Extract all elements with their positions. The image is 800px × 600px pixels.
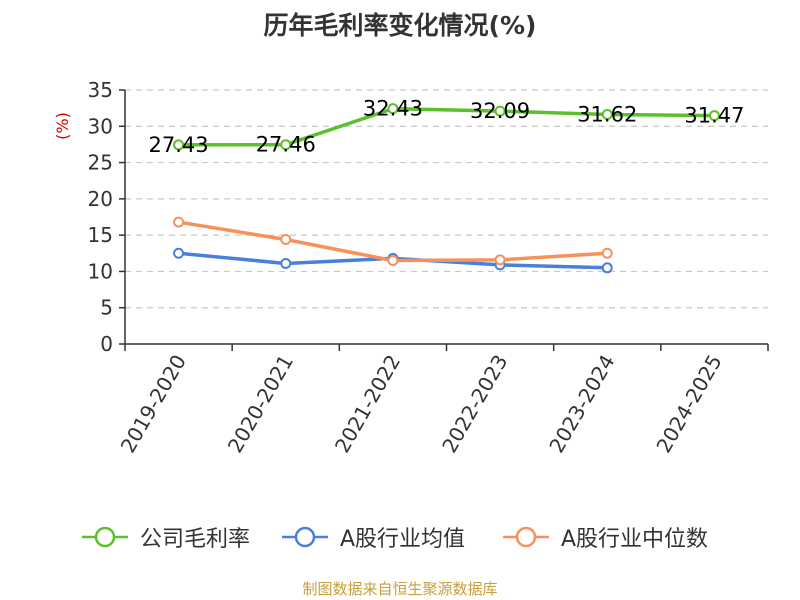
data-point-0-2 (387, 103, 399, 115)
data-point-0-4 (601, 109, 613, 121)
x-tick-label-2020-2021: 2020-2021 (223, 351, 298, 457)
data-label-0-3: 32.09 (470, 99, 530, 123)
y-tick-label-5: 5 (100, 296, 113, 320)
y-axis-label: (%) (53, 112, 72, 140)
data-label-0-0: 27.43 (149, 133, 209, 157)
data-point-0-3 (494, 105, 506, 117)
data-label-0-1: 27.46 (256, 133, 316, 157)
data-point-1-4 (601, 262, 613, 274)
chart-title: 历年毛利率变化情况(%) (263, 11, 537, 40)
data-label-0-2: 32.43 (363, 97, 423, 121)
legend-swatch-industry-median (503, 526, 549, 548)
legend-label-industry-mean: A股行业均值 (340, 527, 466, 552)
data-point-1-1 (280, 257, 292, 269)
chart-legend: 公司毛利率 A股行业均值 A股行业中位数 (0, 522, 800, 552)
x-tick-label-2019-2020: 2019-2020 (116, 351, 191, 457)
data-point-0-5 (708, 110, 720, 122)
y-tick-label-10: 10 (88, 259, 113, 283)
y-tick-label-25: 25 (88, 151, 113, 175)
x-tick-label-2024-2025: 2024-2025 (651, 351, 726, 457)
series-0: 27.43 27.46 32.43 32.09 31.62 31.47 (149, 97, 745, 157)
legend-item-company[interactable]: 公司毛利率 (82, 522, 250, 552)
y-tick-label-35: 35 (88, 78, 113, 102)
legend-label-industry-median: A股行业中位数 (561, 527, 709, 552)
data-point-0-0 (173, 139, 185, 151)
y-tick-label-20: 20 (88, 187, 113, 211)
legend-label-company: 公司毛利率 (140, 527, 251, 552)
data-point-2-3 (494, 254, 506, 266)
series-line-0 (178, 106, 715, 147)
data-point-0-1 (280, 139, 292, 151)
y-tick-label-30: 30 (88, 114, 113, 138)
data-source-footer: 制图数据来自恒生聚源数据库 (302, 580, 498, 598)
data-point-2-4 (601, 247, 613, 259)
data-label-0-5: 31.47 (684, 104, 744, 128)
series-2 (173, 216, 613, 267)
x-tick-label-2022-2023: 2022-2023 (437, 351, 512, 457)
legend-swatch-industry-mean (282, 526, 328, 548)
x-tick-label-2023-2024: 2023-2024 (544, 351, 619, 457)
data-point-1-0 (173, 247, 185, 259)
data-point-2-1 (280, 233, 292, 245)
x-tick-label-2021-2022: 2021-2022 (330, 351, 405, 457)
data-label-0-4: 31.62 (577, 103, 637, 127)
legend-item-industry-median[interactable]: A股行业中位数 (503, 522, 708, 552)
legend-item-industry-mean[interactable]: A股行业均值 (282, 522, 465, 552)
y-tick-label-15: 15 (88, 223, 113, 247)
data-point-2-2 (387, 255, 399, 267)
data-point-2-0 (173, 216, 185, 228)
y-tick-label-0: 0 (100, 332, 113, 356)
legend-swatch-company (82, 526, 128, 548)
